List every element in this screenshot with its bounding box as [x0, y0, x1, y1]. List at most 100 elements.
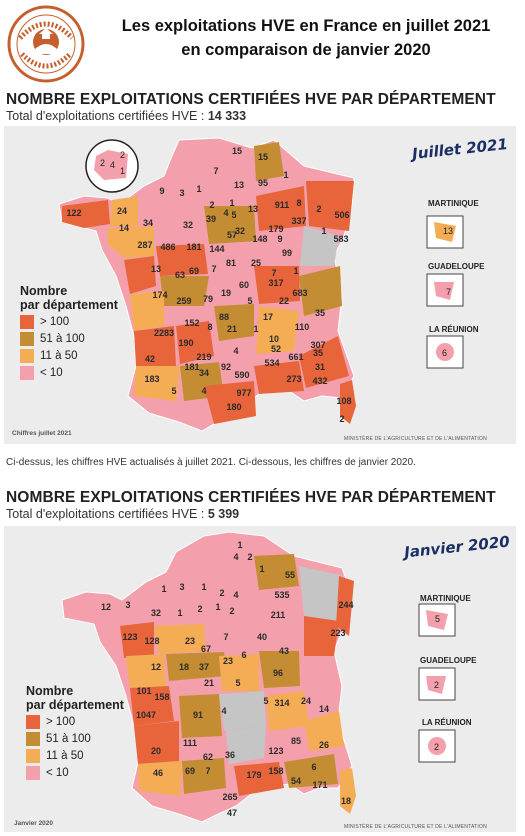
- department-value-label: 5: [171, 386, 176, 396]
- legend-swatch: [26, 715, 40, 729]
- department-value-label: 47: [227, 808, 237, 818]
- main-title-line2: en comparaison de janvier 2020: [181, 41, 431, 59]
- department-value-label: 35: [315, 308, 325, 318]
- legend-label: > 100: [46, 716, 76, 728]
- department-value-label: 42: [145, 354, 155, 364]
- panel-subtitle: Total d'exploitations certifiées HVE : 1…: [6, 109, 246, 123]
- department-value-label: 37: [199, 662, 209, 672]
- total-count: 5 399: [207, 507, 240, 521]
- department-value-label: 96: [273, 668, 283, 678]
- department-value-label: 273: [286, 374, 301, 384]
- department-value-label: 23: [223, 656, 233, 666]
- subtitle-label: Total d'exploitations certifiées HVE :: [6, 109, 205, 123]
- department-value-label: 31: [315, 362, 325, 372]
- department-value-label: 81: [226, 258, 236, 268]
- idf-value: 1: [120, 166, 125, 176]
- department-value-label: 69: [189, 266, 199, 276]
- map-area: 2 2 4 1 13 7 6 15 15 7 13 95 1 9 3 1 2 1 4 5 13 911 8 2 5…: [4, 126, 516, 444]
- legend-label: < 10: [40, 367, 63, 379]
- department-value-label: 911: [275, 200, 290, 210]
- department-value-label: 111: [183, 738, 197, 748]
- legend-swatch: [26, 766, 40, 780]
- legend-item: < 10: [20, 366, 118, 380]
- department-value-label: 7: [271, 268, 276, 278]
- department-value-label: 99: [282, 248, 292, 258]
- main-title: Les exploitations HVE en France en juill…: [96, 14, 516, 62]
- hve-logo-icon: [7, 5, 85, 83]
- caption-note: Ci-dessus, les chiffres HVE actualisés à…: [6, 457, 416, 468]
- dom-value: 5: [435, 614, 440, 624]
- department-value-label: 25: [251, 258, 261, 268]
- department-value-label: 179: [246, 770, 261, 780]
- department-value-label: 6: [311, 762, 316, 772]
- department-value-label: 2: [197, 604, 202, 614]
- department-value-label: 211: [271, 610, 286, 620]
- department-value-label: 219: [196, 352, 211, 362]
- legend-title-line2: par département: [26, 698, 124, 712]
- department-value-label: 8: [207, 322, 212, 332]
- department-value-label: 179: [268, 224, 283, 234]
- department-value-label: 108: [336, 396, 351, 406]
- department-value-label: 1: [201, 582, 206, 592]
- panel-title: NOMBRE EXPLOITATIONS CERTIFIÉES HVE PAR …: [6, 91, 496, 108]
- department-value-label: 3: [125, 600, 130, 610]
- department-value-label: 583: [333, 234, 348, 244]
- header: Les exploitations HVE en France en juill…: [0, 0, 525, 86]
- department-value-label: 32: [183, 220, 193, 230]
- department-value-label: 12: [151, 662, 161, 672]
- department-value-label: 23: [185, 636, 195, 646]
- department-value-label: 2: [316, 204, 321, 214]
- department-value-label: 18: [179, 662, 189, 672]
- subtitle-label: Total d'exploitations certifiées HVE :: [6, 507, 205, 521]
- idf-value: 2: [120, 150, 125, 160]
- department-value-label: 22: [279, 296, 289, 306]
- department-value-label: 181: [184, 362, 199, 372]
- ministry-credit: MINISTÈRE DE L'AGRICULTURE ET DE L'ALIME…: [344, 436, 487, 442]
- department-value-label: 57: [227, 230, 237, 240]
- department-value-label: 432: [312, 376, 327, 386]
- legend-item: 51 à 100: [20, 332, 118, 346]
- legend: Nombre par département > 100 51 à 100 11…: [26, 684, 124, 780]
- department-value-label: 63: [175, 270, 185, 280]
- legend-label: > 100: [40, 316, 70, 328]
- legend-item: 11 à 50: [26, 749, 124, 763]
- department-value-label: 2: [219, 588, 224, 598]
- department-value-label: 2: [229, 606, 234, 616]
- department-value-label: 54: [291, 776, 301, 786]
- department-value-label: 4: [223, 208, 228, 218]
- department-value-label: 1: [293, 266, 298, 276]
- department-value-label: 977: [236, 388, 251, 398]
- department-value-label: 223: [330, 628, 345, 638]
- department-value-label: 79: [203, 294, 213, 304]
- department-value-label: 35: [313, 348, 323, 358]
- department-value-label: 1: [283, 170, 288, 180]
- department-value-label: 123: [268, 746, 283, 756]
- department-value-label: 122: [66, 208, 81, 218]
- department-value-label: 5: [263, 696, 268, 706]
- department-value-label: 15: [232, 146, 242, 156]
- department-value-label: 60: [239, 280, 249, 290]
- department-value-label: 1: [177, 608, 182, 618]
- department-value-label: 317: [268, 278, 283, 288]
- department-value-label: 55: [285, 570, 295, 580]
- department-value-label: 259: [176, 296, 191, 306]
- department-value-label: 265: [222, 792, 237, 802]
- department-value-label: 5: [231, 210, 236, 220]
- panel-title: NOMBRE EXPLOITATIONS CERTIFIÉES HVE PAR …: [6, 489, 496, 506]
- legend-swatch: [20, 366, 34, 380]
- department-value-label: 92: [221, 362, 231, 372]
- department-value-label: 4: [233, 590, 238, 600]
- department-value-label: 683: [292, 288, 307, 298]
- department-value-label: 12: [101, 602, 111, 612]
- department-value-label: 1: [237, 540, 242, 550]
- ministry-credit: MINISTÈRE DE L'AGRICULTURE ET DE L'ALIME…: [344, 824, 487, 830]
- department-value-label: 307: [310, 340, 325, 350]
- department-value-label: 13: [234, 180, 244, 190]
- department-value-label: 4: [233, 346, 238, 356]
- legend-swatch: [20, 315, 34, 329]
- department-value-label: 158: [154, 692, 169, 702]
- department-value-label: 244: [338, 600, 353, 610]
- corsica: [340, 768, 356, 814]
- department-value-label: 18: [341, 796, 351, 806]
